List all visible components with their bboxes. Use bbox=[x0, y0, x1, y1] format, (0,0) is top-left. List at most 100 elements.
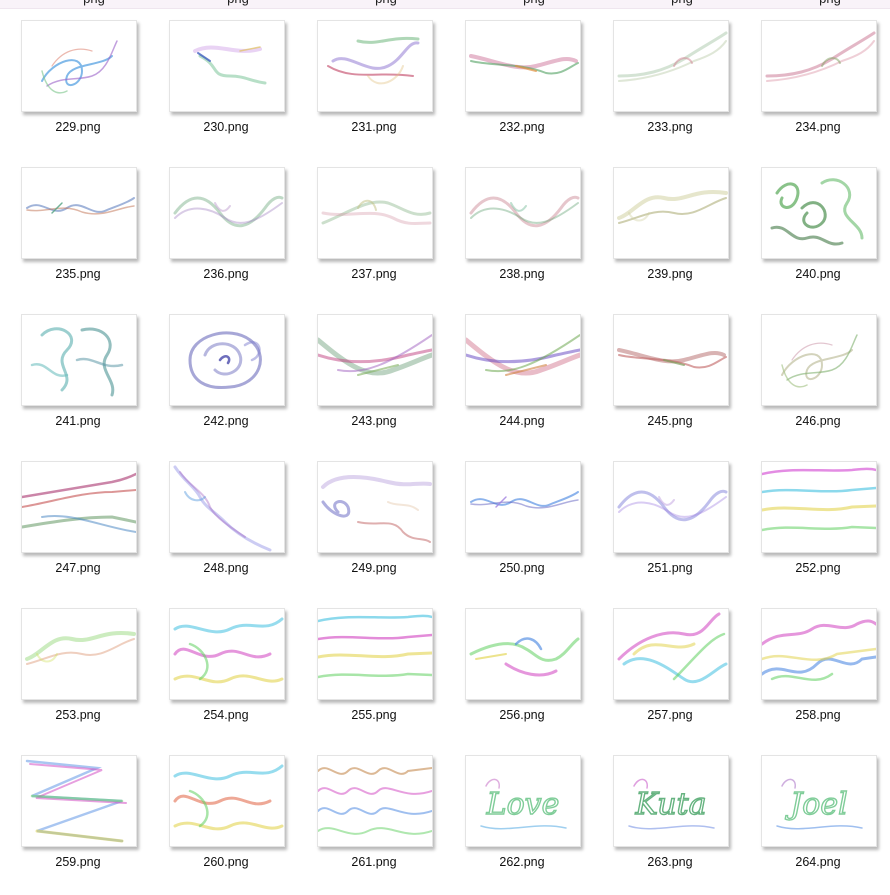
file-thumbnail[interactable] bbox=[317, 20, 433, 112]
file-item[interactable]: Kuta 263.png bbox=[608, 755, 748, 895]
file-thumbnail[interactable] bbox=[465, 461, 581, 553]
file-thumbnail[interactable] bbox=[613, 314, 729, 406]
file-item[interactable]: 237.png bbox=[312, 167, 452, 307]
file-item[interactable]: 257.png bbox=[608, 608, 748, 748]
ribbon-stroke bbox=[22, 489, 136, 508]
file-name-label: 234.png bbox=[795, 120, 841, 134]
file-thumbnail[interactable] bbox=[613, 167, 729, 259]
ribbon-stroke bbox=[367, 65, 404, 85]
file-item[interactable]: 249.png bbox=[312, 461, 452, 601]
file-thumbnail[interactable] bbox=[761, 461, 877, 553]
file-thumbnail[interactable] bbox=[21, 608, 137, 700]
file-name-label: 245.png bbox=[647, 414, 693, 428]
file-item[interactable]: 244.png bbox=[460, 314, 600, 454]
file-thumbnail[interactable] bbox=[317, 608, 433, 700]
ribbon-stroke bbox=[618, 40, 727, 82]
file-thumbnail[interactable] bbox=[317, 314, 433, 406]
file-thumbnail[interactable] bbox=[465, 608, 581, 700]
file-item[interactable]: 240.png bbox=[756, 167, 890, 307]
ribbon-stroke bbox=[318, 348, 432, 364]
ribbon-stroke bbox=[504, 662, 558, 677]
file-thumbnail[interactable] bbox=[613, 20, 729, 112]
ribbon-stroke bbox=[321, 200, 432, 225]
file-thumbnail[interactable] bbox=[317, 167, 433, 259]
ribbon-stroke bbox=[762, 525, 876, 532]
file-thumbnail[interactable] bbox=[761, 608, 877, 700]
file-thumbnail[interactable] bbox=[317, 461, 433, 553]
file-thumbnail[interactable] bbox=[465, 20, 581, 112]
ribbon-stroke bbox=[188, 331, 262, 390]
file-item[interactable]: 250.png bbox=[460, 461, 600, 601]
file-item[interactable]: 260.png bbox=[164, 755, 304, 895]
file-thumbnail[interactable] bbox=[465, 167, 581, 259]
file-thumbnail[interactable] bbox=[21, 755, 137, 847]
file-name-label: 235.png bbox=[55, 267, 101, 281]
file-item[interactable]: Love 262.png bbox=[460, 755, 600, 895]
file-thumbnail[interactable] bbox=[317, 755, 433, 847]
ribbon-stroke bbox=[475, 653, 507, 660]
file-item[interactable]: 235.png bbox=[16, 167, 156, 307]
ribbon-stroke bbox=[173, 674, 284, 684]
file-thumbnail[interactable] bbox=[169, 20, 285, 112]
file-item[interactable]: 239.png bbox=[608, 167, 748, 307]
file-name-label: 262.png bbox=[499, 855, 545, 869]
file-thumbnail[interactable]: Kuta bbox=[613, 755, 729, 847]
ribbon-stroke bbox=[51, 48, 93, 67]
file-thumbnail[interactable] bbox=[169, 755, 285, 847]
file-item[interactable]: 233.png bbox=[608, 20, 748, 160]
file-thumbnail[interactable] bbox=[761, 167, 877, 259]
file-item[interactable]: 256.png bbox=[460, 608, 600, 748]
file-item[interactable]: 252.png bbox=[756, 461, 890, 601]
thumbnail-art bbox=[173, 764, 284, 831]
thumbnail-art: Joel bbox=[776, 778, 863, 830]
ribbon-stroke bbox=[628, 212, 650, 222]
file-thumbnail[interactable] bbox=[169, 461, 285, 553]
file-thumbnail[interactable] bbox=[169, 167, 285, 259]
ribbon-stroke bbox=[321, 211, 432, 226]
file-name-label: 252.png bbox=[795, 561, 841, 575]
file-item[interactable]: 234.png bbox=[756, 20, 890, 160]
file-item[interactable]: 253.png bbox=[16, 608, 156, 748]
file-item[interactable]: Joel 264.png bbox=[756, 755, 890, 895]
file-thumbnail[interactable] bbox=[21, 314, 137, 406]
file-item[interactable]: 230.png bbox=[164, 20, 304, 160]
file-item[interactable]: 261.png bbox=[312, 755, 452, 895]
file-thumbnail[interactable] bbox=[21, 167, 137, 259]
file-item[interactable]: 247.png bbox=[16, 461, 156, 601]
file-name-label: 260.png bbox=[203, 855, 249, 869]
file-thumbnail[interactable] bbox=[465, 314, 581, 406]
ribbon-stroke bbox=[214, 202, 231, 212]
ribbon-stroke bbox=[618, 354, 727, 369]
ribbon-stroke bbox=[51, 202, 63, 214]
file-thumbnail[interactable] bbox=[21, 20, 137, 112]
file-item[interactable]: 232.png bbox=[460, 20, 600, 160]
ribbon-stroke bbox=[791, 342, 833, 361]
file-item[interactable]: 255.png bbox=[312, 608, 452, 748]
file-thumbnail[interactable]: Joel bbox=[761, 755, 877, 847]
file-thumbnail[interactable] bbox=[613, 461, 729, 553]
file-item[interactable]: 229.png bbox=[16, 20, 156, 160]
file-item[interactable]: 241.png bbox=[16, 314, 156, 454]
file-thumbnail[interactable] bbox=[169, 608, 285, 700]
file-thumbnail[interactable] bbox=[761, 20, 877, 112]
file-item[interactable]: 258.png bbox=[756, 608, 890, 748]
file-item[interactable]: 236.png bbox=[164, 167, 304, 307]
file-thumbnail[interactable] bbox=[613, 608, 729, 700]
file-item[interactable]: 259.png bbox=[16, 755, 156, 895]
file-name-label: 239.png bbox=[647, 267, 693, 281]
file-item[interactable]: 245.png bbox=[608, 314, 748, 454]
file-thumbnail[interactable] bbox=[169, 314, 285, 406]
file-thumbnail[interactable] bbox=[761, 314, 877, 406]
file-item[interactable]: 231.png bbox=[312, 20, 452, 160]
file-item[interactable]: 251.png bbox=[608, 461, 748, 601]
file-item[interactable]: 248.png bbox=[164, 461, 304, 601]
file-thumbnail[interactable] bbox=[21, 461, 137, 553]
file-item[interactable]: 254.png bbox=[164, 608, 304, 748]
file-item[interactable]: 246.png bbox=[756, 314, 890, 454]
file-thumbnail[interactable]: Love bbox=[465, 755, 581, 847]
ribbon-stroke bbox=[173, 465, 272, 552]
file-item[interactable]: 243.png bbox=[312, 314, 452, 454]
file-item[interactable]: 242.png bbox=[164, 314, 304, 454]
ribbon-stroke bbox=[800, 201, 827, 229]
file-item[interactable]: 238.png bbox=[460, 167, 600, 307]
